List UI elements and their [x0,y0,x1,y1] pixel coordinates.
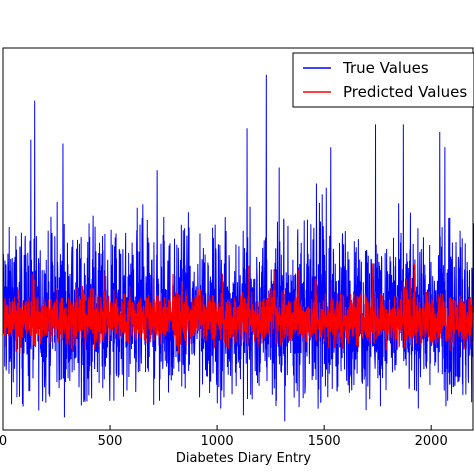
x-tick-label: 1000 [201,434,234,449]
series-line-true-values [3,74,474,422]
legend: True Values Predicted Values [292,52,474,108]
axes-frame [2,47,474,431]
x-tick-label: 1500 [308,434,341,449]
x-tick-label: 2000 [415,434,448,449]
legend-label-predicted-values: Predicted Values [343,83,467,101]
x-tick-label: 0 [0,434,7,449]
legend-label-true-values: True Values [342,59,429,77]
x-axis-ticks: 0 500 1000 1500 2000 [0,425,448,449]
x-tick-label: 500 [98,434,123,449]
series-line-predicted-values [3,263,474,354]
legend-box [292,52,474,108]
x-axis-label: Diabetes Diary Entry [176,451,311,466]
plot-area [3,74,474,422]
